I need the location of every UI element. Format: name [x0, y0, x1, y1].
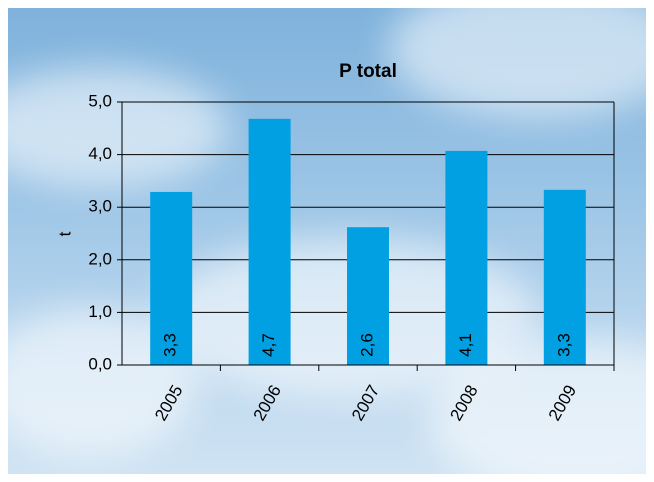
y-tick-label: 3,0	[88, 197, 112, 216]
x-tick-label: 2009	[545, 382, 580, 424]
y-tick-label: 1,0	[88, 302, 112, 321]
x-tick-label: 2005	[151, 382, 186, 424]
bar	[150, 191, 193, 365]
cloud	[8, 68, 228, 188]
y-tick-label: 4,0	[88, 144, 112, 163]
x-tick-label: 2007	[348, 382, 383, 424]
value-label: 3,3	[161, 333, 180, 357]
y-tick-label: 5,0	[88, 91, 112, 110]
bar	[445, 150, 488, 365]
chart-title: P total	[339, 61, 397, 82]
value-label: 3,3	[554, 333, 573, 357]
bar	[248, 118, 291, 365]
y-axis-label: t	[55, 231, 74, 236]
x-tick-label: 2006	[250, 382, 285, 424]
bar	[347, 227, 389, 365]
bar	[543, 189, 586, 365]
value-label: 4,7	[259, 333, 278, 357]
value-label: 2,6	[357, 333, 376, 357]
y-tick-label: 2,0	[88, 249, 112, 268]
x-tick-label: 2008	[446, 382, 481, 424]
y-tick-label: 0,0	[88, 354, 112, 373]
value-label: 4,1	[456, 333, 475, 357]
